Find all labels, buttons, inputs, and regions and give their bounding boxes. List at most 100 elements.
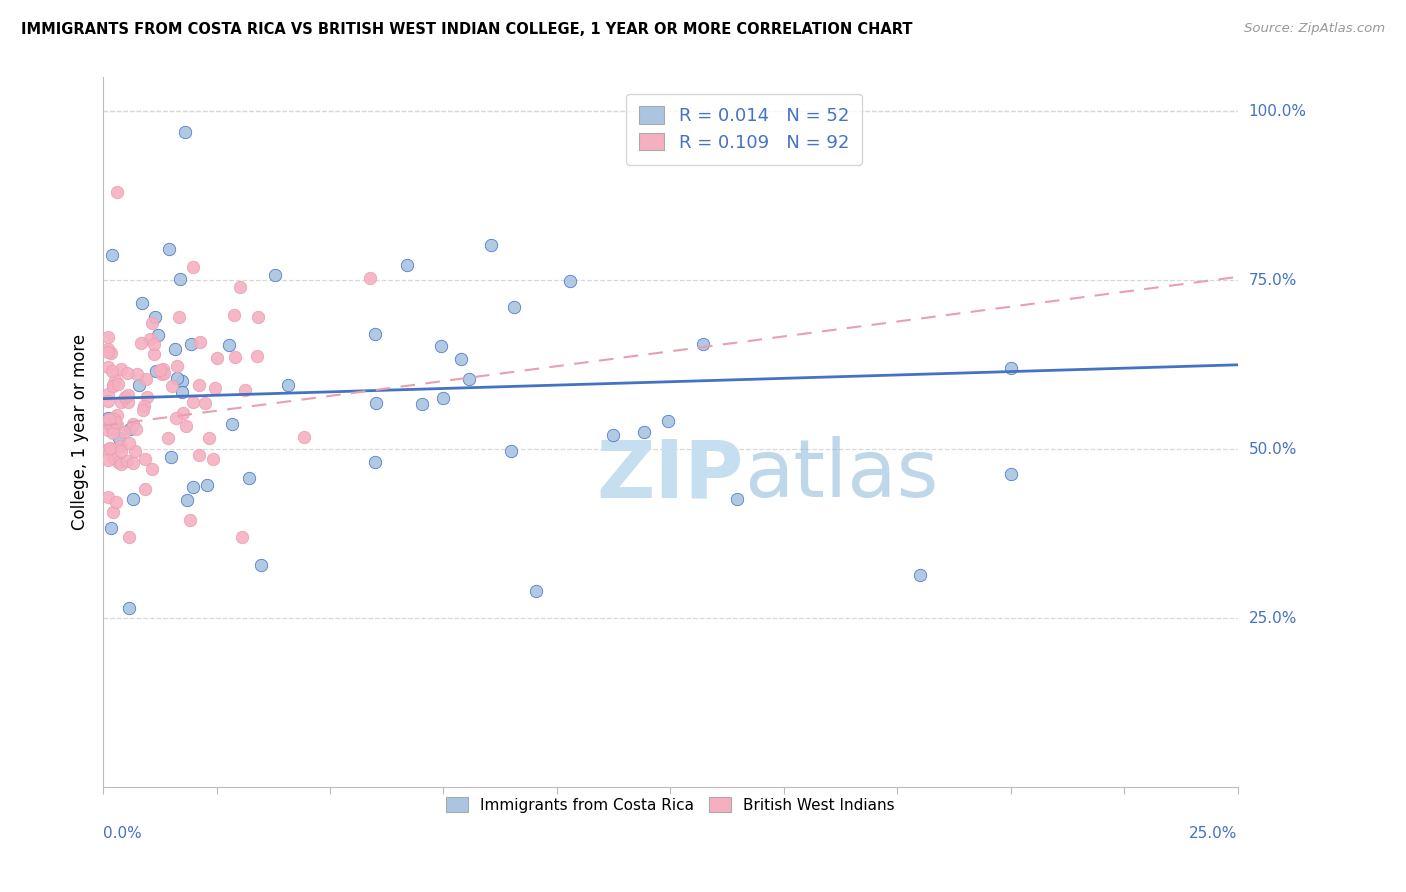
Point: [188, 448, 211, 462]
Point: [221, 417, 243, 431]
Point: [97, 415, 120, 429]
Point: [479, 238, 502, 252]
Point: [198, 431, 221, 445]
Point: [222, 309, 245, 323]
Point: [97, 330, 120, 344]
Point: [174, 419, 197, 434]
Point: [364, 326, 387, 341]
Point: [97, 452, 120, 467]
Point: [112, 425, 135, 440]
Point: [502, 300, 524, 314]
Point: [110, 395, 132, 409]
Point: [107, 455, 129, 469]
Point: [170, 374, 193, 388]
Point: [180, 337, 202, 351]
Point: [120, 422, 142, 436]
Point: [104, 415, 127, 429]
Point: [229, 280, 252, 294]
Point: [97, 344, 120, 359]
Point: [277, 378, 299, 392]
Point: [458, 371, 481, 385]
Point: [908, 568, 931, 582]
Point: [560, 275, 582, 289]
Point: [249, 558, 271, 573]
Point: [146, 328, 169, 343]
Point: [110, 362, 132, 376]
Point: [132, 402, 155, 417]
Point: [181, 395, 204, 409]
Point: [143, 347, 166, 361]
Point: [205, 351, 228, 365]
Point: [104, 373, 127, 387]
Point: [183, 480, 205, 494]
Point: [157, 431, 180, 445]
Point: [657, 414, 679, 428]
Point: [103, 378, 125, 392]
Point: [135, 390, 157, 404]
Point: [105, 418, 128, 433]
Point: [97, 411, 120, 425]
Point: [100, 521, 122, 535]
Point: [1000, 361, 1022, 376]
Point: [188, 378, 211, 392]
Point: [134, 451, 156, 466]
Point: [238, 471, 260, 485]
Point: [129, 336, 152, 351]
Point: [143, 310, 166, 324]
Point: [231, 530, 253, 544]
Point: [97, 360, 120, 375]
Point: [725, 491, 748, 506]
Point: [181, 260, 204, 274]
Text: 25.0%: 25.0%: [1249, 611, 1296, 626]
Point: [292, 430, 315, 444]
Point: [165, 410, 187, 425]
Point: [169, 271, 191, 285]
Point: [194, 396, 217, 410]
Text: 25.0%: 25.0%: [1189, 826, 1237, 841]
Point: [105, 408, 128, 422]
Point: [263, 268, 285, 282]
Text: ZIP: ZIP: [596, 436, 744, 514]
Point: [98, 412, 121, 426]
Point: [100, 442, 122, 457]
Point: [162, 379, 184, 393]
Point: [107, 377, 129, 392]
Point: [125, 422, 148, 436]
Point: [97, 394, 120, 409]
Text: IMMIGRANTS FROM COSTA RICA VS BRITISH WEST INDIAN COLLEGE, 1 YEAR OR MORE CORREL: IMMIGRANTS FROM COSTA RICA VS BRITISH WE…: [21, 22, 912, 37]
Point: [602, 428, 624, 442]
Legend: Immigrants from Costa Rica, British West Indians: Immigrants from Costa Rica, British West…: [440, 791, 900, 819]
Point: [110, 443, 132, 458]
Point: [499, 444, 522, 458]
Point: [103, 411, 125, 425]
Point: [114, 390, 136, 404]
Point: [235, 383, 257, 397]
Point: [101, 364, 124, 378]
Point: [118, 436, 141, 450]
Point: [145, 363, 167, 377]
Point: [167, 310, 190, 324]
Point: [100, 419, 122, 434]
Point: [97, 423, 120, 437]
Point: [110, 439, 132, 453]
Point: [1000, 467, 1022, 481]
Point: [201, 452, 224, 467]
Point: [160, 450, 183, 465]
Point: [450, 351, 472, 366]
Point: [101, 378, 124, 392]
Point: [246, 310, 269, 324]
Point: [110, 457, 132, 471]
Point: [105, 186, 128, 200]
Point: [246, 350, 269, 364]
Point: [176, 493, 198, 508]
Point: [143, 337, 166, 351]
Text: 0.0%: 0.0%: [103, 826, 142, 841]
Point: [97, 342, 120, 356]
Text: atlas: atlas: [744, 436, 938, 514]
Y-axis label: College, 1 year or more: College, 1 year or more: [72, 334, 89, 531]
Point: [173, 124, 195, 138]
Text: 100.0%: 100.0%: [1249, 103, 1306, 119]
Point: [131, 296, 153, 310]
Point: [121, 492, 143, 507]
Point: [100, 346, 122, 360]
